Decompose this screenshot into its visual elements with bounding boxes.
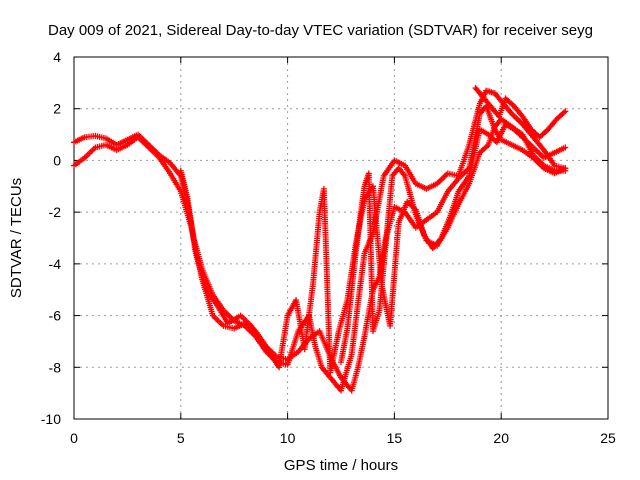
x-axis-label: GPS time / hours — [284, 457, 398, 474]
data-points — [71, 85, 569, 394]
y-tick-label: 4 — [53, 49, 61, 65]
x-tick-label: 5 — [177, 430, 185, 446]
series-track-b — [71, 103, 569, 394]
axis-ticks: 0 5 10 15 20 25 -10 -8 -6 -4 -2 0 2 4 — [41, 49, 616, 446]
y-tick-label: -6 — [49, 308, 62, 324]
series-track-d — [338, 116, 569, 366]
data-point — [562, 108, 569, 115]
x-tick-label: 20 — [493, 430, 509, 446]
y-tick-label: 0 — [53, 152, 61, 168]
y-axis-label: SDTVAR / TECUs — [8, 178, 25, 298]
x-tick-label: 15 — [387, 430, 403, 446]
data-point — [562, 167, 569, 174]
y-tick-label: -2 — [49, 204, 62, 220]
plot-frame — [73, 56, 609, 420]
y-tick-label: 2 — [53, 101, 61, 117]
x-tick-label: 0 — [70, 430, 78, 446]
series-track-e — [472, 85, 569, 141]
data-point — [562, 144, 569, 151]
x-tick-label: 25 — [600, 430, 616, 446]
y-tick-label: -8 — [49, 359, 62, 375]
chart-title: Day 009 of 2021, Sidereal Day-to-day VTE… — [48, 22, 593, 39]
x-tick-label: 10 — [280, 430, 296, 446]
y-tick-label: -10 — [41, 411, 61, 427]
y-tick-label: -4 — [49, 256, 62, 272]
